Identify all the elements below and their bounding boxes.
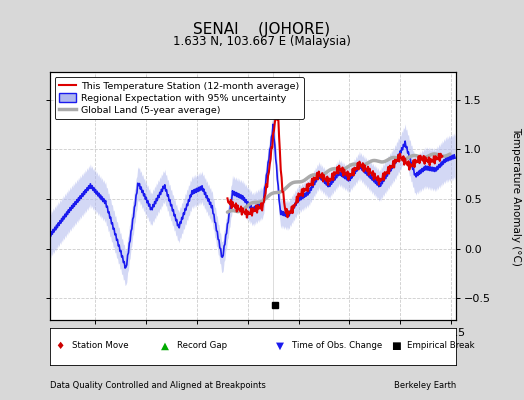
Text: Berkeley Earth: Berkeley Earth xyxy=(394,381,456,390)
Legend: This Temperature Station (12-month average), Regional Expectation with 95% uncer: This Temperature Station (12-month avera… xyxy=(54,77,304,119)
Text: ▲: ▲ xyxy=(161,341,169,351)
Text: Time of Obs. Change: Time of Obs. Change xyxy=(292,342,382,350)
Text: ■: ■ xyxy=(391,341,400,351)
Text: SENAI    (JOHORE): SENAI (JOHORE) xyxy=(193,22,331,37)
Text: Record Gap: Record Gap xyxy=(177,342,227,350)
Text: Station Move: Station Move xyxy=(72,342,128,350)
Text: ♦: ♦ xyxy=(56,341,65,351)
Y-axis label: Temperature Anomaly (°C): Temperature Anomaly (°C) xyxy=(511,126,521,266)
Text: ▼: ▼ xyxy=(276,341,285,351)
Text: Data Quality Controlled and Aligned at Breakpoints: Data Quality Controlled and Aligned at B… xyxy=(50,381,266,390)
Text: 1.633 N, 103.667 E (Malaysia): 1.633 N, 103.667 E (Malaysia) xyxy=(173,35,351,48)
Text: Empirical Break: Empirical Break xyxy=(407,342,475,350)
